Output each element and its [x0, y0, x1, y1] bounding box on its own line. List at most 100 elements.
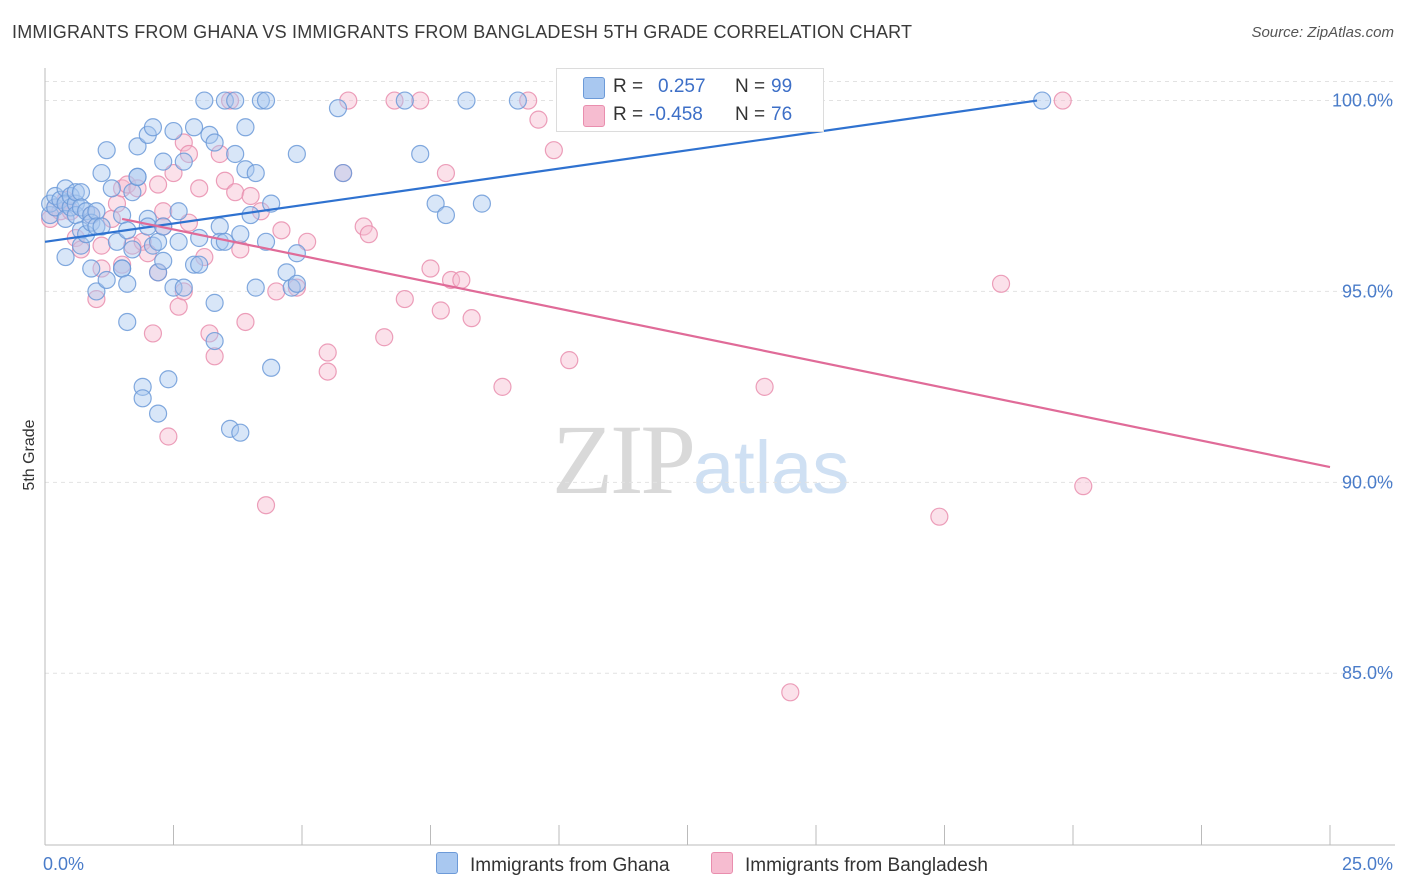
bangladesh-point — [143, 324, 163, 343]
ghana-point — [287, 274, 306, 293]
bangladesh-point — [92, 259, 111, 278]
ghana-point — [395, 91, 414, 110]
bangladesh-point — [256, 496, 276, 515]
bangladesh-point — [930, 507, 949, 526]
bangladesh-point — [493, 377, 512, 396]
ghana-point — [174, 152, 193, 171]
bangladesh-point — [210, 144, 229, 164]
bangladesh-point — [215, 171, 234, 190]
bangladesh-point — [421, 259, 440, 278]
bangladesh-point — [174, 133, 193, 152]
bangladesh-point — [560, 351, 579, 370]
ghana-point — [87, 282, 106, 301]
ghana-point — [411, 144, 430, 164]
ghana-point — [56, 247, 75, 267]
ghana-point — [97, 270, 116, 290]
bangladesh-point — [375, 328, 394, 347]
ghana-point — [195, 91, 214, 110]
ghana-point — [102, 179, 121, 198]
ghana-point — [190, 255, 209, 274]
ghana-point — [184, 118, 204, 137]
bangladesh-point — [452, 270, 471, 290]
bangladesh-point — [159, 427, 178, 446]
ghana-point — [169, 232, 188, 251]
ghana-point — [205, 293, 224, 312]
ghana-point — [154, 251, 173, 270]
watermark-zip: ZIP — [552, 404, 696, 515]
ghana-point — [251, 91, 270, 110]
ghana-legend-label: Immigrants from Ghana — [470, 855, 670, 876]
y-tick-label: 85.0% — [1342, 663, 1393, 683]
bangladesh-point — [236, 312, 255, 332]
bangladesh-point — [431, 301, 450, 320]
ghana-point — [256, 91, 276, 110]
ghana-point — [256, 232, 276, 251]
ghana-point — [220, 419, 240, 438]
ghana-point — [236, 160, 255, 179]
ghana-point — [231, 423, 250, 442]
ghana-point — [71, 183, 91, 202]
watermark-atlas: atlas — [693, 426, 850, 509]
r-label: R = — [613, 76, 644, 97]
ghana-point — [241, 205, 260, 225]
ghana-point — [148, 263, 168, 282]
ghana-point — [148, 232, 168, 251]
bangladesh-point — [241, 186, 260, 206]
ghana-point — [164, 121, 183, 141]
bangladesh-point — [231, 240, 250, 259]
chart-title: IMMIGRANTS FROM GHANA VS IMMIGRANTS FROM… — [12, 22, 913, 42]
n-label: N = — [735, 104, 766, 125]
ghana-point — [210, 217, 229, 236]
ghana-point — [174, 278, 193, 297]
ghana-point — [128, 167, 147, 186]
ghana-point — [190, 228, 209, 248]
ghana-legend-swatch — [436, 852, 458, 874]
ghana-point — [164, 278, 183, 297]
correlation-legend: R = 0.257 N = 99 R = -0.458 N = 76 — [556, 68, 824, 132]
ghana-point — [226, 91, 245, 110]
ghana-point — [262, 358, 281, 377]
ghana-point — [92, 217, 111, 236]
ghana-point — [128, 137, 147, 156]
bangladesh-point — [318, 343, 337, 362]
bangladesh-point — [174, 282, 193, 301]
bangladesh-point — [755, 377, 774, 396]
bangladesh-point — [462, 309, 481, 328]
bangladesh-point — [267, 282, 286, 301]
ghana-point — [246, 163, 265, 183]
bangladesh-point — [287, 278, 306, 297]
bangladesh-point — [519, 91, 538, 110]
bangladesh-point — [169, 297, 188, 316]
ghana-point — [123, 183, 142, 202]
r-label: R = — [613, 104, 644, 125]
ghana-point — [118, 312, 137, 332]
bangladesh-point — [318, 362, 337, 381]
bangladesh-point — [359, 225, 378, 244]
r-value: -0.458 — [649, 104, 703, 125]
bangladesh-trend-line — [121, 217, 1331, 469]
bangladesh-point — [190, 179, 209, 198]
bangladesh-point — [272, 221, 291, 240]
ghana-point — [184, 255, 204, 274]
bottom-legend-bangladesh: Immigrants from Bangladesh — [711, 852, 988, 878]
ghana-trend-line — [44, 99, 1038, 243]
bangladesh-point — [41, 209, 60, 228]
ghana-point — [112, 259, 132, 278]
ghana-point — [87, 202, 106, 221]
bangladesh-point — [529, 110, 548, 129]
x-tick-label: 0.0% — [43, 854, 84, 874]
y-tick-label: 95.0% — [1342, 281, 1393, 301]
ghana-point — [328, 99, 348, 118]
bangladesh-point — [411, 91, 430, 110]
ghana-point — [334, 163, 353, 183]
ghana-point — [148, 404, 168, 423]
bangladesh-point — [298, 232, 317, 251]
r-value: 0.257 — [658, 76, 706, 97]
ghana-point — [154, 152, 173, 171]
bangladesh-point — [154, 202, 173, 221]
n-value: 99 — [771, 76, 793, 97]
ghana-point — [215, 91, 234, 110]
ghana-point — [107, 232, 127, 251]
ghana-point — [472, 194, 491, 213]
ghana-point — [133, 389, 152, 408]
